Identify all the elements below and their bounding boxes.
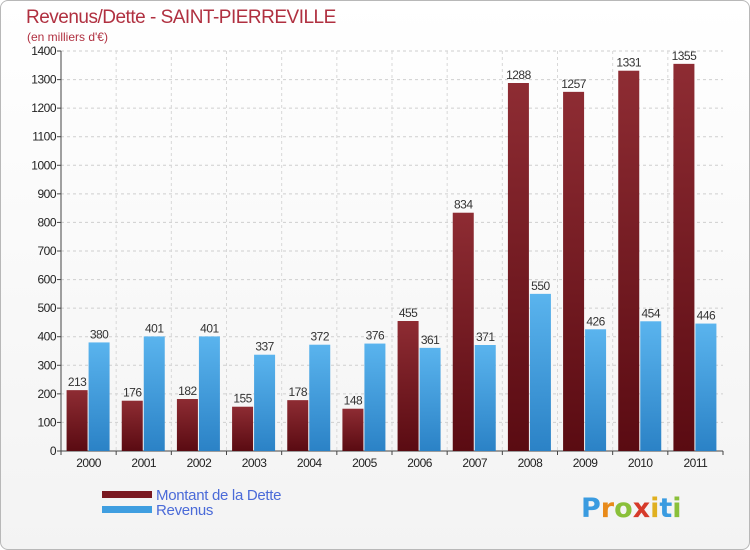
y-tick-label: 600: [37, 273, 56, 287]
x-tick-label: 2000: [76, 456, 102, 470]
bar-dette: [452, 212, 474, 451]
data-label-revenus: 454: [641, 306, 660, 320]
data-label-dette: 1331: [616, 56, 642, 70]
logo-text: Proxiti: [581, 493, 682, 524]
logo-letter: o: [614, 493, 633, 524]
bar-revenus: [254, 354, 276, 451]
data-label-dette: 148: [344, 394, 363, 408]
y-tick-label: 900: [37, 187, 56, 201]
bar-dette: [507, 83, 529, 451]
legend: Montant de la Dette Revenus: [102, 487, 282, 519]
data-label-dette: 1288: [506, 68, 532, 82]
logo-letter: i: [650, 493, 659, 524]
bar-dette: [176, 399, 198, 451]
y-tick-label: 200: [37, 387, 56, 401]
logo-letter: x: [633, 493, 650, 524]
logo-letter: i: [672, 493, 681, 524]
data-label-dette: 176: [123, 386, 142, 400]
legend-label-revenus: Revenus: [156, 502, 213, 519]
data-label-revenus: 337: [255, 340, 274, 354]
data-label-revenus: 446: [697, 309, 716, 323]
x-tick-label: 2010: [628, 456, 654, 470]
bar-revenus: [88, 342, 110, 451]
data-label-dette: 178: [288, 385, 307, 399]
y-tick-label: 700: [37, 244, 56, 258]
chart-title: Revenus/Dette - SAINT-PIERREVILLE: [26, 7, 336, 28]
bar-revenus: [143, 336, 165, 451]
bar-dette: [121, 400, 143, 451]
x-tick-label: 2002: [187, 456, 213, 470]
data-label-dette: 182: [178, 384, 197, 398]
x-tick-label: 2004: [297, 456, 323, 470]
x-tick-label: 2007: [462, 456, 488, 470]
bar-dette: [618, 70, 640, 451]
bar-dette: [397, 321, 419, 451]
data-label-revenus: 371: [476, 330, 495, 344]
x-tick-label: 2011: [684, 456, 709, 470]
data-labels: 213 176 182 155 178 148 455 834 1288 1257 1331 1355…: [68, 49, 717, 408]
x-tick-label: 2003: [242, 456, 268, 470]
bar-dette: [287, 400, 309, 451]
x-tick-label: 2009: [573, 456, 599, 470]
y-tick-label: 1400: [31, 44, 57, 58]
x-tick-label: 2001: [131, 456, 157, 470]
data-label-revenus: 401: [200, 321, 219, 335]
bar-revenus: [474, 345, 496, 451]
y-tick-label: 1300: [31, 73, 57, 87]
x-tick-label: 2008: [518, 456, 544, 470]
bar-revenus: [585, 329, 607, 451]
data-label-revenus: 361: [421, 333, 440, 347]
data-label-revenus: 401: [145, 321, 164, 335]
legend-label-dette: Montant de la Dette: [156, 487, 281, 504]
data-label-dette: 1257: [561, 77, 587, 91]
bar-revenus: [309, 344, 331, 451]
chart-subtitle: (en milliers d'€): [27, 30, 108, 44]
bar-revenus: [640, 321, 662, 451]
legend-swatch-revenus: [102, 506, 152, 513]
data-label-dette: 155: [233, 392, 252, 406]
data-label-dette: 455: [399, 306, 418, 320]
data-label-revenus: 380: [90, 327, 109, 341]
bar-revenus: [198, 336, 220, 451]
y-tick-label: 1100: [32, 130, 57, 144]
y-tick-label: 1000: [31, 158, 57, 172]
bar-dette: [673, 63, 695, 451]
y-tick-label: 300: [37, 358, 56, 372]
bar-revenus: [419, 347, 441, 451]
data-label-revenus: 426: [586, 314, 605, 328]
data-label-revenus: 372: [310, 330, 329, 344]
bar-revenus: [529, 293, 551, 451]
y-tick-label: 0: [50, 444, 57, 458]
bar-dette: [342, 408, 364, 451]
data-label-revenus: 376: [366, 329, 385, 343]
bar-revenus: [695, 323, 717, 451]
y-tick-label: 500: [37, 301, 56, 315]
x-tick-label: 2006: [407, 456, 433, 470]
y-tick-label: 100: [37, 415, 56, 429]
bar-dette: [563, 91, 585, 451]
bar-dette: [232, 406, 254, 451]
y-tick-label: 400: [37, 330, 56, 344]
bar-dette: [66, 390, 88, 451]
bar-revenus: [364, 343, 386, 451]
logo-letter: r: [601, 493, 615, 524]
logo-letter: P: [581, 493, 601, 524]
data-label-dette: 1355: [672, 49, 698, 63]
axes: 0 100 200 300 400 500 600 700 800 900 1000 1100 1200…: [31, 44, 724, 470]
y-tick-label: 800: [37, 215, 56, 229]
proxiti-logo: Proxiti: [581, 493, 682, 524]
data-label-dette: 213: [68, 375, 87, 389]
logo-letter: t: [659, 493, 672, 524]
data-label-revenus: 550: [531, 279, 550, 293]
x-tick-label: 2005: [352, 456, 378, 470]
data-label-dette: 834: [454, 198, 473, 212]
grid-lines: [61, 50, 723, 452]
y-tick-label: 1200: [31, 101, 57, 115]
legend-swatch-dette: [102, 491, 152, 498]
bars: [66, 63, 717, 451]
